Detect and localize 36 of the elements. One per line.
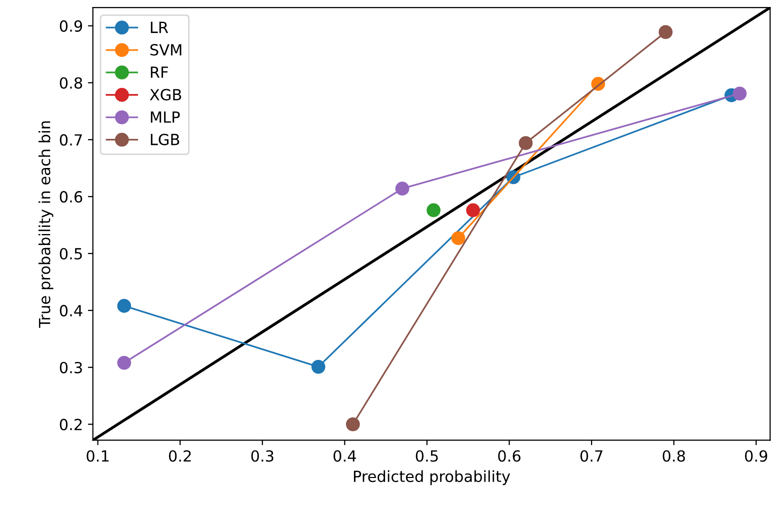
- y-tick-label: 0.6: [60, 191, 82, 203]
- y-tick-label: 0.2: [60, 418, 82, 430]
- legend-label: MLP: [150, 112, 180, 123]
- legend-label: XGB: [150, 88, 182, 100]
- point: [518, 136, 533, 150]
- y-tick-label: 0.9: [60, 20, 82, 32]
- y-tick-label: 0.8: [60, 77, 82, 89]
- y-tick-label: 0.5: [60, 248, 82, 260]
- x-tick-label: 0.3: [251, 450, 274, 462]
- x-tick-label: 0.1: [86, 450, 109, 462]
- point: [346, 417, 360, 432]
- x-tick-label: 0.6: [498, 450, 520, 462]
- y-tick-label: 0.4: [60, 304, 82, 316]
- x-tick-label: 0.8: [662, 450, 685, 462]
- point: [395, 182, 410, 196]
- point: [117, 356, 132, 370]
- x-tick-label: 0.9: [745, 450, 768, 462]
- x-tick-label: 0.4: [334, 450, 356, 462]
- x-tick-label: 0.2: [168, 450, 191, 462]
- y-axis-title: True probability in each bin: [38, 121, 54, 328]
- x-tick-label: 0.7: [580, 450, 602, 462]
- x-tick-label: 0.5: [416, 450, 438, 462]
- legend-label: SVM: [150, 44, 182, 56]
- point: [732, 86, 747, 100]
- legend-label: LGB: [150, 134, 180, 146]
- legend-label: RF: [150, 66, 168, 78]
- point: [311, 360, 326, 374]
- x-axis-title: Predicted probability: [354, 470, 510, 486]
- y-tick-label: 0.7: [60, 134, 82, 146]
- legend-label: LR: [150, 22, 168, 33]
- point: [451, 231, 466, 246]
- y-tick-label: 0.3: [60, 362, 82, 374]
- point: [426, 203, 441, 218]
- point: [658, 25, 673, 40]
- point: [466, 203, 480, 218]
- point: [117, 298, 132, 313]
